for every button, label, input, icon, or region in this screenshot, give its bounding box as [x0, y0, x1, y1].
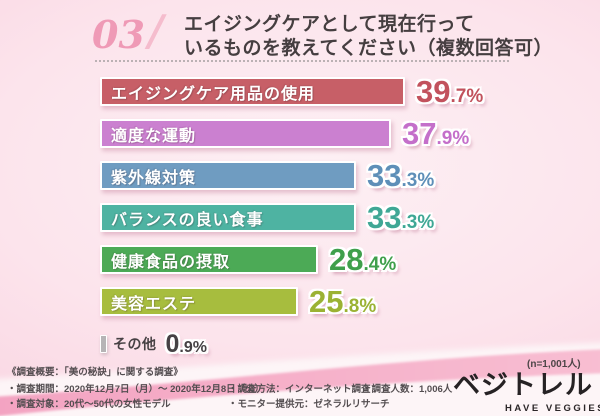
survey-method: ・調査方法：インターネット調査: [228, 384, 371, 395]
bar-label-other: その他: [113, 336, 157, 352]
survey-info-right: ・調査人数：1,006人: [362, 383, 452, 398]
bar-label: 美容エステ: [111, 295, 197, 313]
bar-value: 33.3%: [367, 202, 434, 233]
dotted-divider: [95, 60, 509, 62]
bar-row-beauty-salon: 美容エステ 25.8%: [100, 286, 483, 317]
bar-aging-care-products: エイジングケア用品の使用: [100, 77, 405, 106]
bar-value: 37.9%: [402, 118, 469, 149]
sample-size-label: (n=1,001人): [527, 359, 581, 370]
bar-uv-protection: 紫外線対策: [100, 161, 356, 190]
survey-subject: ・調査対象：20代～50代の女性モデル: [7, 398, 171, 410]
survey-period: ・調査期間：2020年12月7日（月）～ 2020年12月8日（火）: [7, 384, 265, 395]
bar-value-int: 28: [329, 242, 364, 277]
question-title-line-2: いるものを教えてください（複数回答可）: [184, 38, 553, 59]
bar-value: 0.9%: [165, 329, 207, 358]
bar-label: 適度な運動: [111, 127, 197, 145]
bar-value-int: 25: [309, 284, 344, 319]
survey-overview: 《調査概要：「美の秘訣」に関する調査》: [7, 367, 183, 378]
bar-value-int: 33: [367, 158, 402, 193]
bar-value: 28.4%: [329, 244, 396, 275]
bar-value-int: 33: [367, 200, 402, 235]
bar-beauty-salon: 美容エステ: [100, 287, 298, 316]
bar-value-frac: .7%: [450, 86, 484, 107]
bar-value-frac: .8%: [343, 296, 377, 317]
brand-tagline: HAVE VEGGIES: [505, 403, 600, 414]
bar-row-uv-protection: 紫外線対策 33.3%: [100, 160, 483, 191]
bar-value-frac: .9%: [179, 338, 207, 356]
survey-monitor: ・モニター提供元：ゼネラルリサーチ: [228, 398, 390, 410]
bar-value: 33.3%: [367, 160, 434, 191]
bar-row-balanced-diet: バランスの良い食事 33.3%: [100, 202, 483, 233]
bar-value-int: 39: [416, 74, 451, 109]
pink-ribbon: [0, 349, 600, 416]
bar-value-frac: .3%: [401, 170, 435, 191]
bar-label: バランスの良い食事: [111, 211, 264, 229]
survey-count: ・調査人数：1,006人: [362, 384, 453, 395]
bar-row-other: その他 0.9%: [100, 331, 483, 356]
bar-value-frac: .4%: [363, 254, 397, 275]
bar-value-int: 37: [402, 116, 437, 151]
bar-row-aging-care-products: エイジングケア用品の使用 39.7%: [100, 76, 483, 107]
bar-health-foods: 健康食品の摂取: [100, 245, 318, 274]
bar-label: エイジングケア用品の使用: [111, 85, 316, 103]
bar-value-int: 0: [165, 329, 180, 358]
bar-row-health-foods: 健康食品の摂取 28.4%: [100, 244, 483, 275]
bar-chart: エイジングケア用品の使用 39.7% 適度な運動 37.9% 紫外線対策: [100, 76, 483, 356]
question-number: 03: [92, 12, 145, 57]
survey-info-middle: ・調査方法：インターネット調査 ・モニター提供元：ゼネラルリサーチ: [228, 383, 390, 412]
bar-other: [100, 335, 107, 353]
question-title-line-1: エイジングケアとして現在行って: [184, 14, 475, 35]
survey-info-left: ・調査期間：2020年12月7日（月）～ 2020年12月8日（火） ・調査対象…: [7, 383, 264, 412]
bar-balanced-diet: バランスの良い食事: [100, 203, 356, 232]
bar-label: 紫外線対策: [111, 169, 197, 187]
bar-row-moderate-exercise: 適度な運動 37.9%: [100, 118, 483, 149]
slash-decoration: /: [148, 6, 164, 55]
bar-value: 25.8%: [309, 286, 376, 317]
bar-moderate-exercise: 適度な運動: [100, 119, 391, 148]
bar-value: 39.7%: [416, 76, 483, 107]
brand-logo: ベジトレル: [453, 370, 593, 400]
bar-label: 健康食品の摂取: [111, 253, 231, 271]
bar-value-frac: .3%: [401, 212, 435, 233]
bar-value-frac: .9%: [436, 128, 470, 149]
